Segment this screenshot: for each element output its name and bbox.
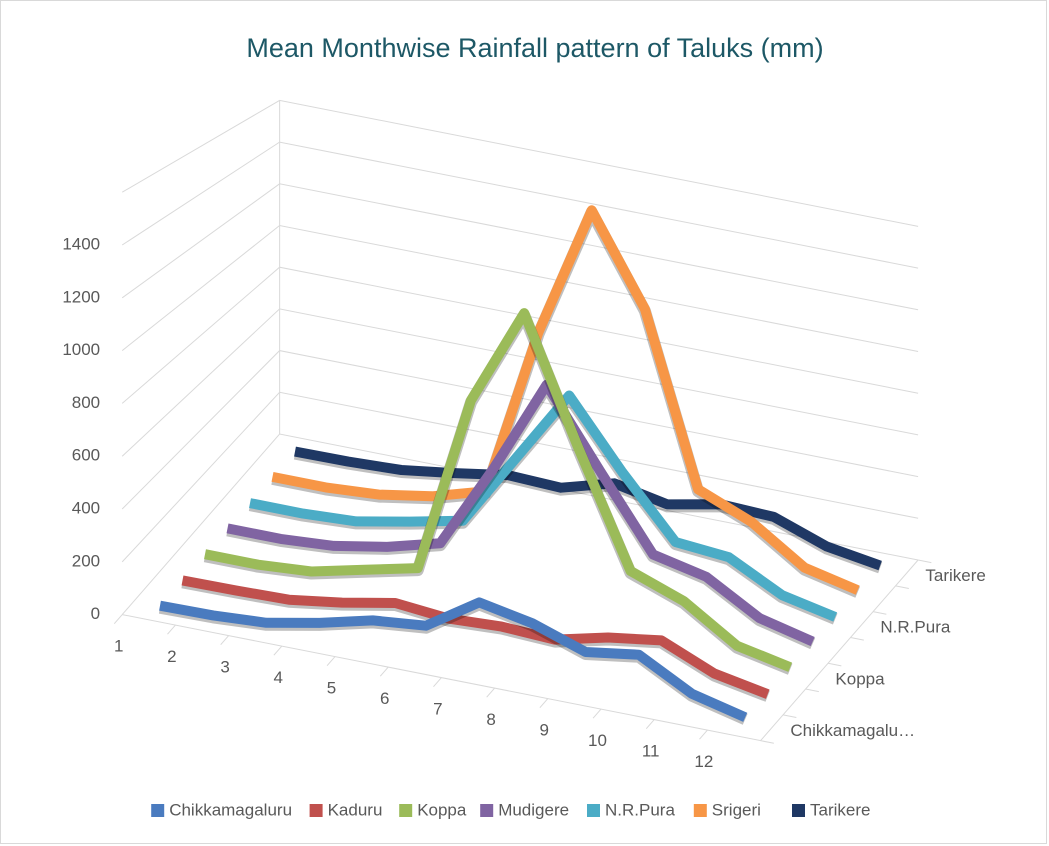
- legend-swatch: [587, 804, 600, 817]
- y-tick-label: 0: [91, 604, 100, 623]
- depth-tick: [872, 611, 887, 615]
- legend-label: Srigeri: [712, 800, 761, 819]
- series-line: [159, 597, 748, 722]
- legend-swatch: [792, 804, 805, 817]
- depth-tick: [827, 662, 842, 667]
- depth-tick: [782, 714, 797, 718]
- x-tick: [433, 677, 442, 688]
- series-line: [249, 390, 838, 622]
- legend-label: N.R.Pura: [605, 800, 675, 819]
- series-line: [294, 446, 882, 571]
- x-tick-label: 3: [220, 658, 229, 677]
- x-tick-label: 10: [588, 731, 607, 750]
- x-tick: [592, 708, 602, 719]
- x-tick-label: 2: [167, 647, 176, 666]
- x-tick: [379, 666, 389, 677]
- x-tick-label: 6: [380, 689, 389, 708]
- y-tick-label: 1400: [62, 235, 100, 254]
- x-tick: [699, 729, 708, 740]
- depth-tick: [895, 585, 909, 589]
- depth-label: Chikkamagalu…: [790, 721, 915, 740]
- legend-label: Tarikere: [810, 800, 870, 819]
- x-tick: [220, 635, 229, 646]
- y-tick-label: 1000: [62, 340, 100, 359]
- y-tick-label: 200: [72, 551, 100, 570]
- x-tick: [273, 645, 283, 656]
- depth-tick: [850, 636, 864, 641]
- x-tick: [645, 719, 655, 730]
- x-tick-label: 4: [274, 668, 283, 687]
- legend-swatch: [693, 804, 707, 817]
- legend-label: Kaduru: [328, 800, 383, 819]
- series-line: [204, 308, 793, 672]
- x-tick: [486, 687, 495, 698]
- depth-label: Tarikere: [925, 566, 985, 585]
- x-tick-label: 5: [327, 679, 336, 698]
- y-tick-label: 400: [72, 499, 100, 518]
- y-tick-label: 600: [72, 446, 100, 465]
- chart-title: Mean Monthwise Rainfall pattern of Taluk…: [246, 33, 823, 63]
- legend-swatch: [480, 804, 494, 817]
- legend-swatch: [151, 804, 165, 817]
- series-line: [181, 575, 770, 699]
- x-tick-label: 9: [540, 721, 549, 740]
- depth-label: N.R.Pura: [880, 618, 950, 637]
- x-tick-label: 8: [486, 710, 495, 729]
- depth-tick: [917, 559, 932, 564]
- series-line: [271, 205, 860, 595]
- legend-label: Chikkamagaluru: [169, 800, 292, 819]
- x-tick: [326, 656, 336, 667]
- x-tick-label: 12: [694, 752, 713, 771]
- legend-swatch: [309, 804, 323, 817]
- x-tick-label: 11: [642, 742, 660, 761]
- legend-label: Koppa: [417, 800, 467, 819]
- depth-tick: [805, 688, 819, 693]
- depth-label: Koppa: [835, 669, 885, 688]
- x-tick-label: 1: [114, 637, 123, 656]
- x-tick: [113, 614, 123, 625]
- x-tick: [167, 624, 176, 635]
- y-tick-label: 1200: [62, 287, 100, 306]
- x-tick-label: 7: [433, 700, 442, 719]
- series-line: [226, 379, 815, 647]
- legend-label: Mudigere: [498, 800, 569, 819]
- y-tick-label: 800: [72, 393, 100, 412]
- depth-tick: [760, 740, 774, 744]
- legend-swatch: [399, 804, 413, 817]
- x-tick: [539, 698, 549, 709]
